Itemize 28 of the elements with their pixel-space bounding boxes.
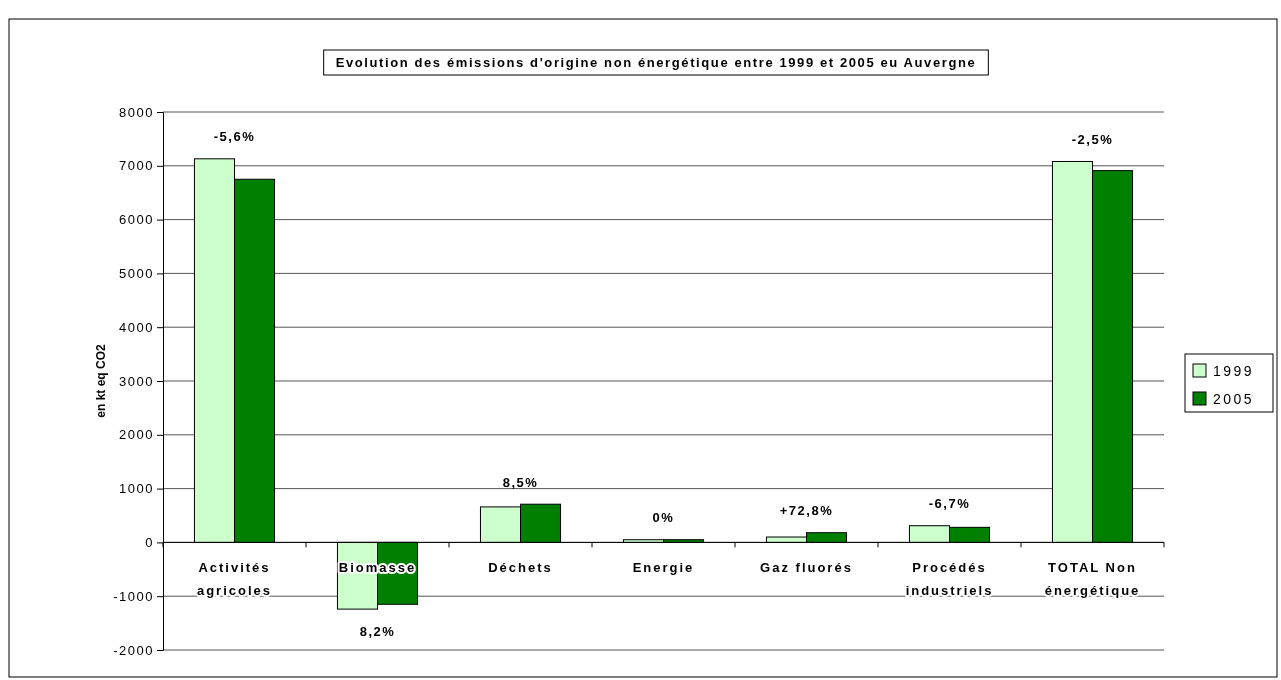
- y-tick-label: 1000: [119, 481, 154, 497]
- annotation: 8,5%: [502, 474, 539, 490]
- x-tick-label: Energie: [632, 560, 695, 576]
- y-tick-label: -2000: [113, 642, 154, 658]
- x-tick-label: Gaz fluorés: [760, 560, 853, 576]
- x-tick-label: Déchets: [488, 560, 553, 576]
- x-tick-label: Activités agricoles: [196, 560, 273, 599]
- y-tick-label: 5000: [119, 266, 154, 282]
- chart-title: Evolution des émissions d'origine non énergétique entre 1999 et 2005 eu Auvergne: [335, 55, 977, 70]
- y-tick-label: 6000: [119, 212, 154, 228]
- annotation: 0%: [652, 510, 675, 526]
- annotation: -2,5%: [1071, 132, 1114, 148]
- annotation: +72,8%: [779, 503, 834, 519]
- y-axis-title: en kt eq CO2: [94, 344, 108, 418]
- x-tick-label: Procédés industriels: [905, 560, 994, 599]
- annotation: -5,6%: [213, 129, 256, 145]
- y-tick-label: 2000: [119, 427, 154, 443]
- legend-label: 2005: [1213, 391, 1255, 407]
- legend-label: 1999: [1213, 363, 1255, 379]
- y-tick-label: 3000: [119, 373, 154, 389]
- annotation: -6,7%: [928, 496, 971, 512]
- annotation: 8,2%: [359, 623, 396, 639]
- y-tick-label: 4000: [119, 319, 154, 335]
- y-tick-label: 7000: [119, 158, 154, 174]
- x-tick-label: TOTAL Non énergétique: [1044, 560, 1141, 599]
- y-tick-label: -1000: [113, 588, 154, 604]
- y-tick-label: 8000: [119, 104, 154, 120]
- y-tick-label: 0: [145, 535, 154, 551]
